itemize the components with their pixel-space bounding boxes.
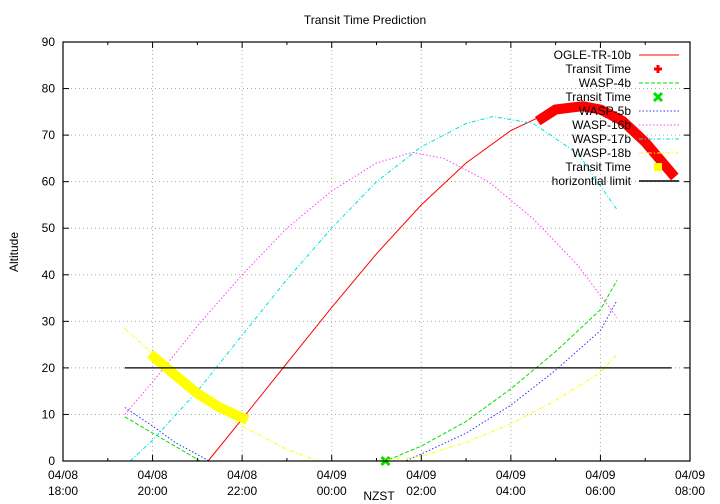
x-tick-time: 02:00 <box>406 484 436 498</box>
legend-marker-cross <box>652 91 664 103</box>
y-tick-label: 40 <box>42 268 56 282</box>
x-tick-time: 04:00 <box>496 484 526 498</box>
y-axis-ticks: 0 10 20 30 40 50 60 70 80 90 <box>42 35 690 468</box>
x-axis-ticks: 04/08 18:00 04/08 20:00 04/08 22:00 04/09 00:00… <box>48 42 705 498</box>
series-wasp-16b <box>124 151 618 415</box>
y-tick-label: 10 <box>42 407 56 421</box>
legend-label: WASP-17b <box>572 132 631 146</box>
y-tick-label: 30 <box>42 314 56 328</box>
y-tick-label: 20 <box>42 361 56 375</box>
legend-label: WASP-4b <box>579 76 632 90</box>
legend-marker-square <box>654 163 662 171</box>
x-tick-time: 22:00 <box>227 484 257 498</box>
y-tick-label: 50 <box>42 221 56 235</box>
x-tick-time: 00:00 <box>317 484 347 498</box>
transit-segment-transit-time <box>147 350 250 425</box>
series-wasp-17b <box>129 115 618 462</box>
x-tick-date: 04/08 <box>48 468 78 482</box>
legend-marker-plus <box>654 65 662 73</box>
legend-label: Transit Time <box>565 160 631 174</box>
x-tick-date: 04/08 <box>138 468 168 482</box>
curves <box>124 101 679 467</box>
x-tick-time: 20:00 <box>138 484 168 498</box>
x-tick-time: 08:00 <box>675 484 705 498</box>
y-tick-label: 0 <box>48 454 55 468</box>
x-tick-date: 04/09 <box>406 468 436 482</box>
x-tick-date: 04/08 <box>227 468 257 482</box>
x-axis-label: NZST <box>363 489 395 503</box>
y-tick-label: 80 <box>42 82 56 96</box>
x-tick-date: 04/09 <box>496 468 526 482</box>
series-wasp-4b <box>124 280 618 462</box>
legend-label: OGLE-TR-10b <box>554 48 632 62</box>
legend-label: Transit Time <box>565 62 631 76</box>
y-axis-label: Altitude <box>7 232 21 272</box>
x-tick-date: 04/09 <box>585 468 615 482</box>
legend-label: Transit Time <box>565 90 631 104</box>
transit-segment-transit-time <box>534 101 679 181</box>
y-tick-label: 90 <box>42 35 56 49</box>
x-tick-time: 06:00 <box>585 484 615 498</box>
y-tick-label: 70 <box>42 128 56 142</box>
x-tick-time: 18:00 <box>48 484 78 498</box>
legend-label: WASP-5b <box>579 104 632 118</box>
legend-label: horizontial limit <box>552 174 632 188</box>
x-tick-date: 04/09 <box>317 468 347 482</box>
legend-label: WASP-16b <box>572 118 631 132</box>
chart-title: Transit Time Prediction <box>304 13 426 27</box>
legend-label: WASP-18b <box>572 146 631 160</box>
x-tick-date: 04/09 <box>675 468 705 482</box>
y-tick-label: 60 <box>42 175 56 189</box>
